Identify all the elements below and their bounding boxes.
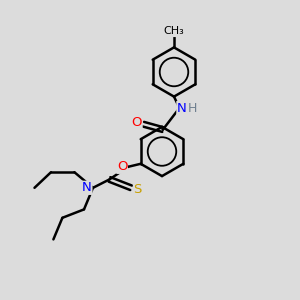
Text: N: N — [82, 181, 92, 194]
Text: CH₃: CH₃ — [164, 26, 184, 37]
Text: N: N — [177, 101, 187, 115]
Text: O: O — [117, 160, 127, 173]
Text: H: H — [187, 101, 197, 115]
Text: S: S — [134, 183, 142, 196]
Text: O: O — [131, 116, 142, 129]
